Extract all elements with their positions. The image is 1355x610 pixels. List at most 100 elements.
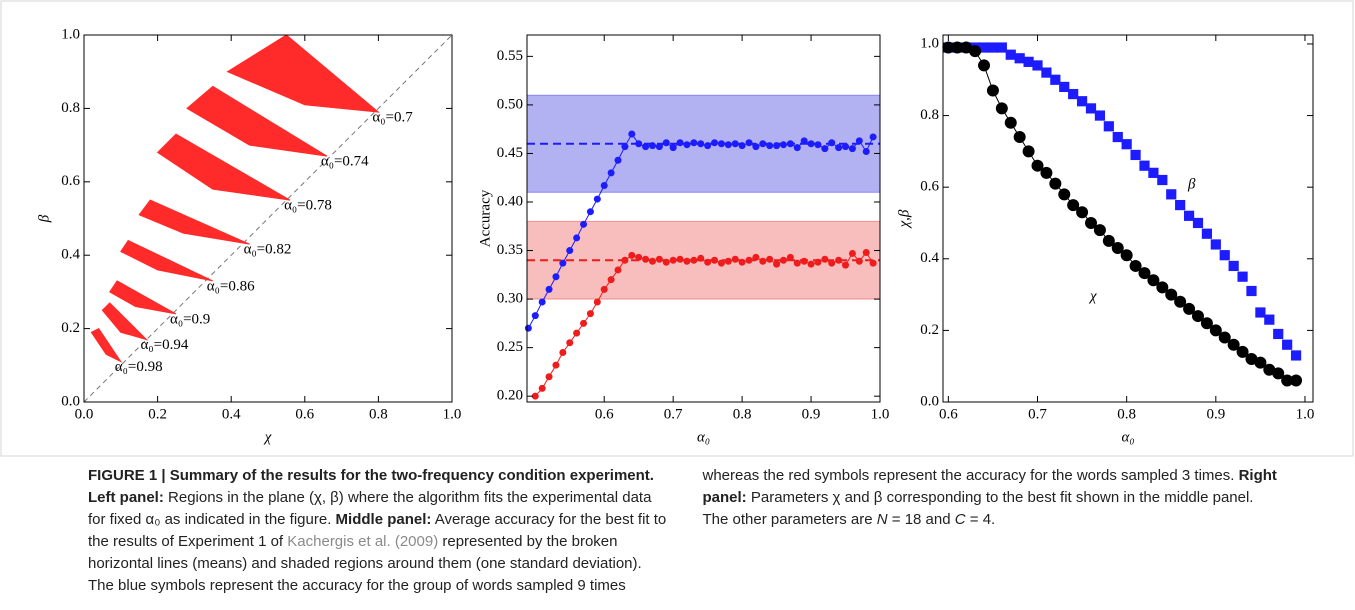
series-label: χ (1088, 288, 1097, 304)
marker (745, 139, 753, 147)
marker (814, 141, 822, 149)
marker (1175, 199, 1186, 211)
marker (1130, 149, 1141, 161)
caption-text: = 4. (969, 511, 996, 528)
marker (1067, 199, 1080, 212)
marker (531, 312, 539, 320)
marker (1147, 274, 1160, 287)
y-tick-label: 0.0 (920, 393, 939, 409)
marker (1138, 267, 1151, 280)
marker (996, 42, 1007, 53)
y-tick-label: 0.55 (497, 48, 523, 64)
y-tick-label: 0.45 (497, 145, 523, 161)
marker (786, 253, 794, 261)
marker (655, 255, 663, 263)
marker (828, 259, 836, 267)
y-tick-label: 1.0 (920, 35, 939, 51)
marker (1166, 189, 1177, 200)
marker (969, 45, 982, 58)
marker (986, 84, 999, 97)
marker (1183, 302, 1196, 315)
x-axis-label: χ (263, 429, 272, 445)
marker (580, 220, 588, 228)
marker (1148, 167, 1159, 178)
y-axis-label: Accuracy (477, 189, 493, 247)
caption-label: Middle panel: (335, 511, 432, 528)
marker (786, 140, 794, 148)
marker (793, 144, 801, 152)
marker (552, 273, 560, 281)
x-tick-label: 0.7 (664, 406, 683, 422)
marker (1209, 324, 1222, 337)
x-tick-label: 1.0 (443, 406, 462, 422)
plot-frame (83, 34, 453, 403)
marker (711, 256, 719, 264)
marker (848, 249, 856, 257)
marker (1023, 56, 1034, 67)
marker (848, 145, 856, 153)
marker (1192, 217, 1204, 229)
y-tick-label: 0.0 (61, 393, 80, 409)
marker (614, 266, 622, 274)
marker (995, 102, 1008, 115)
marker (1219, 250, 1230, 261)
y-tick-label: 0.4 (920, 250, 939, 266)
marker (759, 257, 767, 265)
caption-text: = 18 and (891, 511, 951, 528)
region (90, 327, 123, 363)
marker (1041, 67, 1052, 78)
y-tick-label: 0.35 (497, 242, 523, 258)
marker (738, 258, 746, 266)
x-tick-label: 0.8 (733, 406, 752, 422)
marker (1093, 224, 1106, 237)
marker (835, 144, 843, 152)
marker (1022, 145, 1035, 158)
marker (1004, 116, 1017, 129)
marker (628, 251, 636, 259)
marker (704, 142, 712, 150)
marker (1121, 139, 1132, 150)
marker (800, 137, 808, 145)
marker (1174, 295, 1187, 308)
marker (1237, 271, 1248, 282)
y-tick-label: 0.8 (920, 107, 939, 123)
marker (814, 258, 822, 266)
x-tick-label: 0.6 (295, 406, 314, 422)
marker (1076, 206, 1089, 219)
y-tick-label: 0.6 (61, 173, 80, 189)
caption-symbol: N (876, 511, 888, 528)
marker (621, 256, 629, 264)
region-label: α₀=0.86 (207, 278, 255, 294)
marker (635, 253, 643, 261)
marker (1218, 331, 1231, 344)
marker (538, 384, 546, 392)
marker (545, 373, 553, 381)
y-tick-label: 0.4 (61, 247, 80, 263)
marker (1112, 131, 1123, 143)
marker (676, 139, 684, 147)
region (156, 133, 291, 201)
marker (683, 257, 691, 265)
marker (593, 298, 601, 306)
marker (1156, 281, 1169, 294)
marker (731, 140, 739, 148)
marker (1013, 131, 1026, 144)
marker (552, 361, 560, 369)
marker (573, 329, 581, 337)
y-tick-label: 0.20 (497, 388, 523, 404)
marker (538, 298, 546, 306)
marker (1200, 317, 1213, 330)
y-tick-label: 0.30 (497, 291, 523, 307)
marker (1058, 188, 1071, 201)
marker (862, 148, 870, 156)
marker (1290, 350, 1302, 361)
marker (586, 310, 594, 318)
y-axis-label: β (36, 214, 52, 223)
marker (1031, 159, 1044, 172)
citation[interactable]: Kachergis et al. (2009) (287, 533, 439, 550)
caption-text: Average accuracy for the best fit to the… (88, 511, 667, 550)
series-line (948, 47, 1297, 382)
marker (1227, 338, 1240, 351)
x-tick-label: 0.9 (802, 406, 821, 422)
